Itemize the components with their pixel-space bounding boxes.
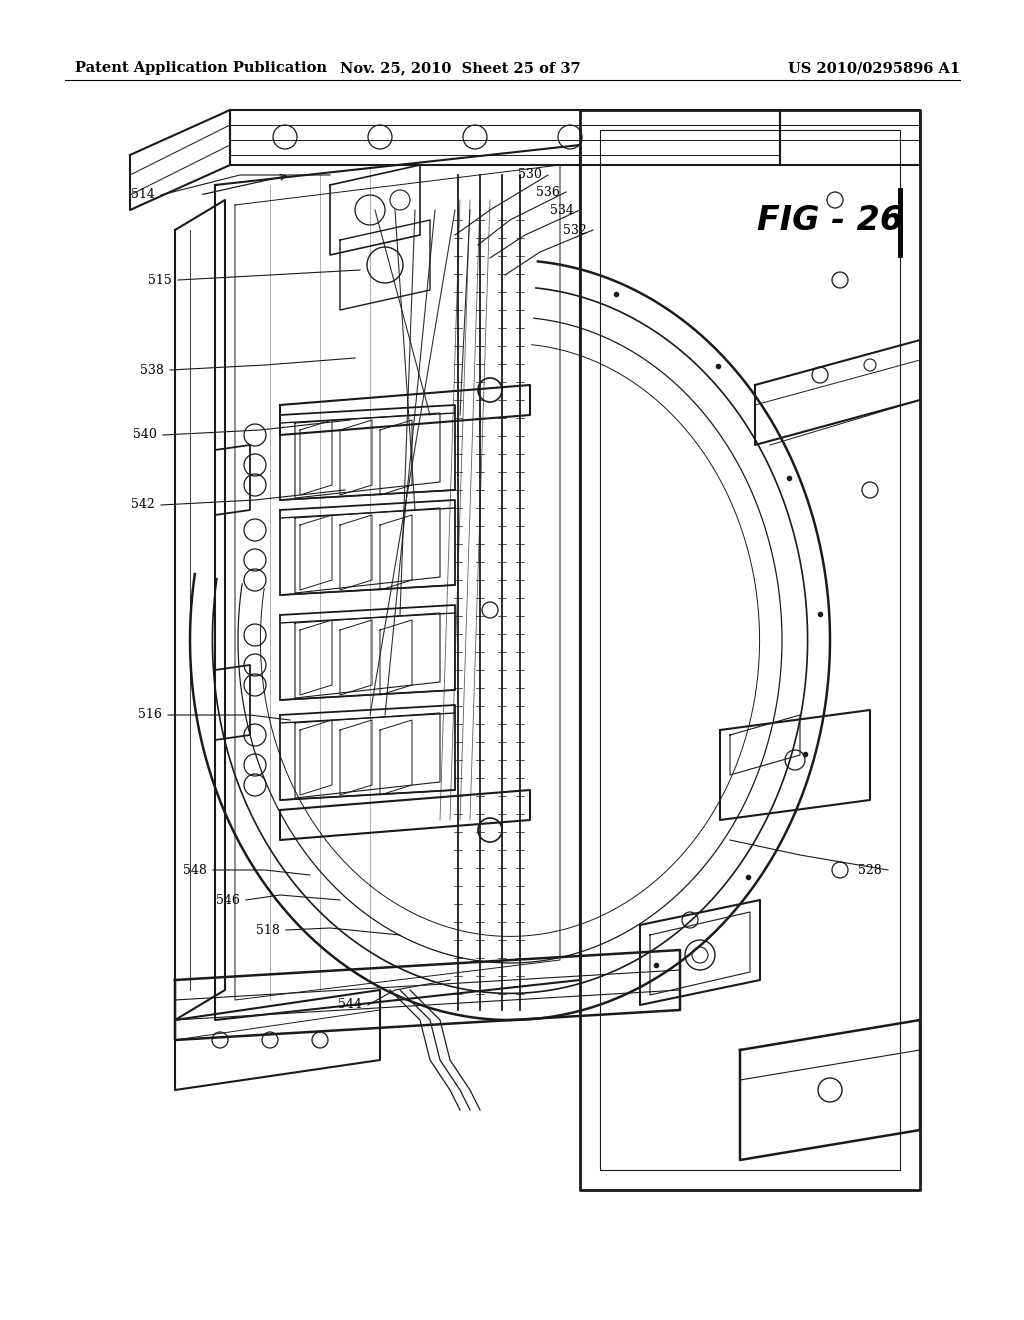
Text: Patent Application Publication: Patent Application Publication — [75, 61, 327, 75]
Text: 515: 515 — [148, 273, 172, 286]
Text: 516: 516 — [138, 709, 162, 722]
Text: Nov. 25, 2010  Sheet 25 of 37: Nov. 25, 2010 Sheet 25 of 37 — [340, 61, 581, 75]
Text: 544: 544 — [338, 998, 361, 1011]
Text: 540: 540 — [133, 429, 157, 441]
Text: 542: 542 — [131, 499, 155, 511]
Text: 530: 530 — [518, 169, 542, 181]
Text: US 2010/0295896 A1: US 2010/0295896 A1 — [787, 61, 961, 75]
Text: 536: 536 — [536, 186, 560, 198]
Text: 514: 514 — [131, 189, 155, 202]
Text: FIG - 26: FIG - 26 — [757, 203, 903, 236]
Text: 548: 548 — [183, 863, 207, 876]
Text: 528: 528 — [858, 863, 882, 876]
Text: 538: 538 — [140, 363, 164, 376]
Text: 518: 518 — [256, 924, 280, 936]
Text: 534: 534 — [550, 203, 573, 216]
Text: 532: 532 — [563, 223, 587, 236]
Text: 546: 546 — [216, 894, 240, 907]
